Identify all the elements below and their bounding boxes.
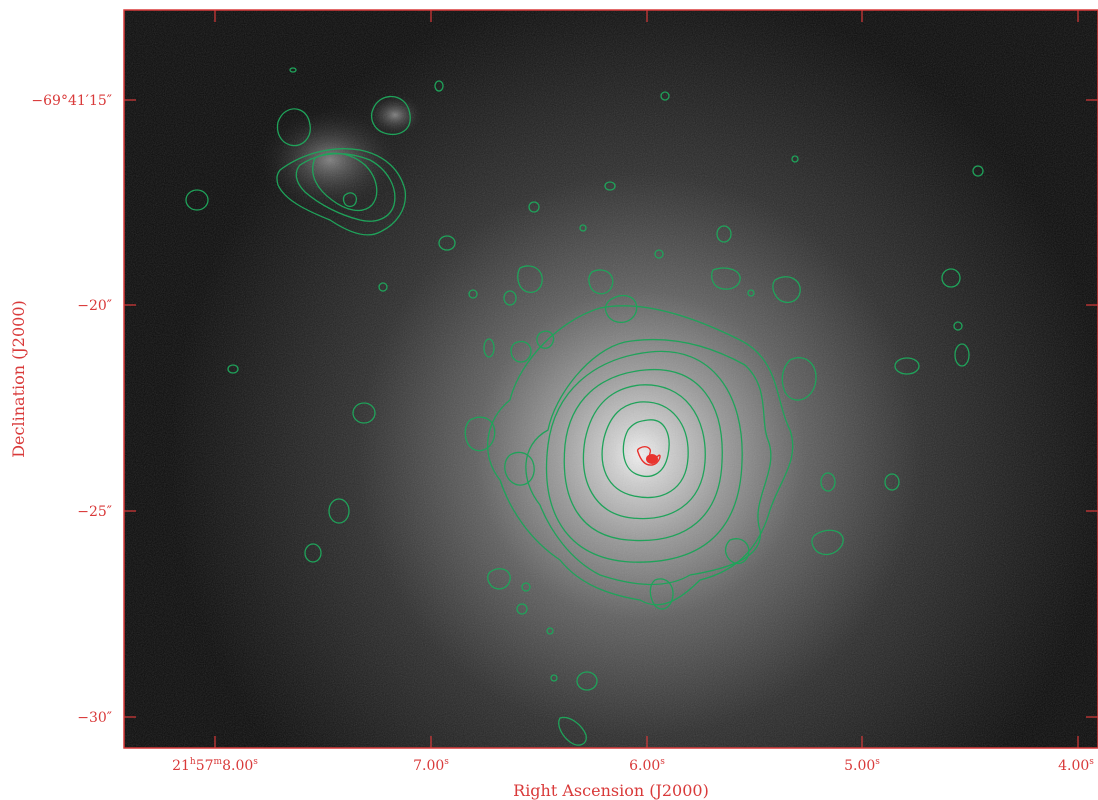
contour-level	[227, 364, 239, 374]
y-tick-label: −20″	[77, 298, 112, 314]
contour-level	[468, 289, 478, 299]
peak-contour	[636, 446, 661, 466]
contour-level	[434, 80, 444, 92]
contour-level	[487, 305, 794, 606]
x-tick-label: 21h57m8.00s	[172, 757, 258, 774]
contour-level	[550, 674, 558, 682]
contour-level	[972, 165, 984, 177]
contour-level	[525, 338, 772, 586]
contour-level	[517, 265, 543, 293]
contour-level	[781, 357, 817, 401]
contour-level	[884, 473, 900, 491]
contour-level	[579, 224, 587, 232]
contour-level	[438, 235, 456, 251]
contour-level	[370, 95, 411, 136]
contour-level	[604, 181, 616, 191]
contour-level	[604, 295, 638, 323]
contour-level	[289, 67, 297, 73]
contour-level	[820, 472, 836, 492]
contour-level	[622, 419, 670, 478]
contour-level	[312, 152, 378, 212]
x-tick-labels: 21h57m8.00s 7.00s 6.00s 5.00s 4.00s	[172, 757, 1094, 774]
contour-level	[894, 357, 920, 375]
contour-level	[304, 543, 322, 563]
contour-level	[660, 91, 670, 101]
contour-overlay	[185, 67, 984, 746]
x-tick-label: 7.00s	[413, 757, 449, 774]
x-tick-label: 5.00s	[844, 757, 880, 774]
contour-level	[563, 368, 723, 542]
contour-level	[276, 148, 407, 236]
x-tick-label: 4.00s	[1058, 757, 1094, 774]
x-axis-label: Right Ascension (J2000)	[513, 781, 709, 800]
contour-level	[558, 716, 587, 746]
contour-level	[516, 603, 528, 615]
y-tick-labels: −69°41′15″ −20″ −25″ −30″	[31, 93, 112, 726]
y-tick-label: −25″	[77, 504, 112, 520]
peak-contour-overlay	[636, 446, 661, 466]
contour-level	[811, 529, 844, 556]
contour-level	[772, 276, 801, 303]
contour-level	[545, 350, 743, 563]
y-axis-label: Declination (J2000)	[9, 300, 28, 458]
contour-level	[342, 192, 358, 208]
contour-level	[954, 343, 970, 367]
peak-core	[646, 454, 658, 464]
contour-level	[464, 416, 496, 452]
contour-level	[185, 189, 209, 211]
y-tick-label: −69°41′15″	[31, 93, 112, 109]
contour-level	[953, 321, 963, 331]
contour-level	[588, 269, 614, 295]
contour-level	[295, 153, 396, 222]
contour-level	[716, 225, 732, 243]
x-tick-label: 6.00s	[629, 757, 665, 774]
contour-level	[576, 671, 598, 691]
y-tick-label: −30″	[77, 710, 112, 726]
contour-level	[941, 268, 961, 288]
contour-level	[483, 338, 495, 358]
contour-level	[276, 108, 311, 147]
contour-level	[649, 578, 674, 610]
galaxy-image	[124, 10, 1098, 748]
contour-level	[582, 384, 706, 520]
contour-level	[528, 201, 540, 213]
contour-level	[747, 289, 755, 297]
contour-level	[536, 330, 555, 349]
contour-level	[504, 451, 535, 486]
contour-level	[724, 538, 750, 565]
contour-level	[521, 582, 531, 592]
contour-level	[328, 498, 350, 524]
contour-level	[546, 627, 554, 635]
contour-level	[378, 282, 388, 292]
contour-level	[352, 402, 376, 424]
contour-level	[487, 568, 511, 590]
contour-level	[601, 401, 689, 499]
contour-level	[791, 155, 799, 163]
contour-level	[510, 340, 532, 363]
contour-level	[503, 290, 517, 306]
tick-marks	[124, 10, 1098, 748]
plot-frame	[123, 9, 1098, 749]
contour-level	[654, 249, 664, 259]
contour-level	[711, 267, 741, 290]
